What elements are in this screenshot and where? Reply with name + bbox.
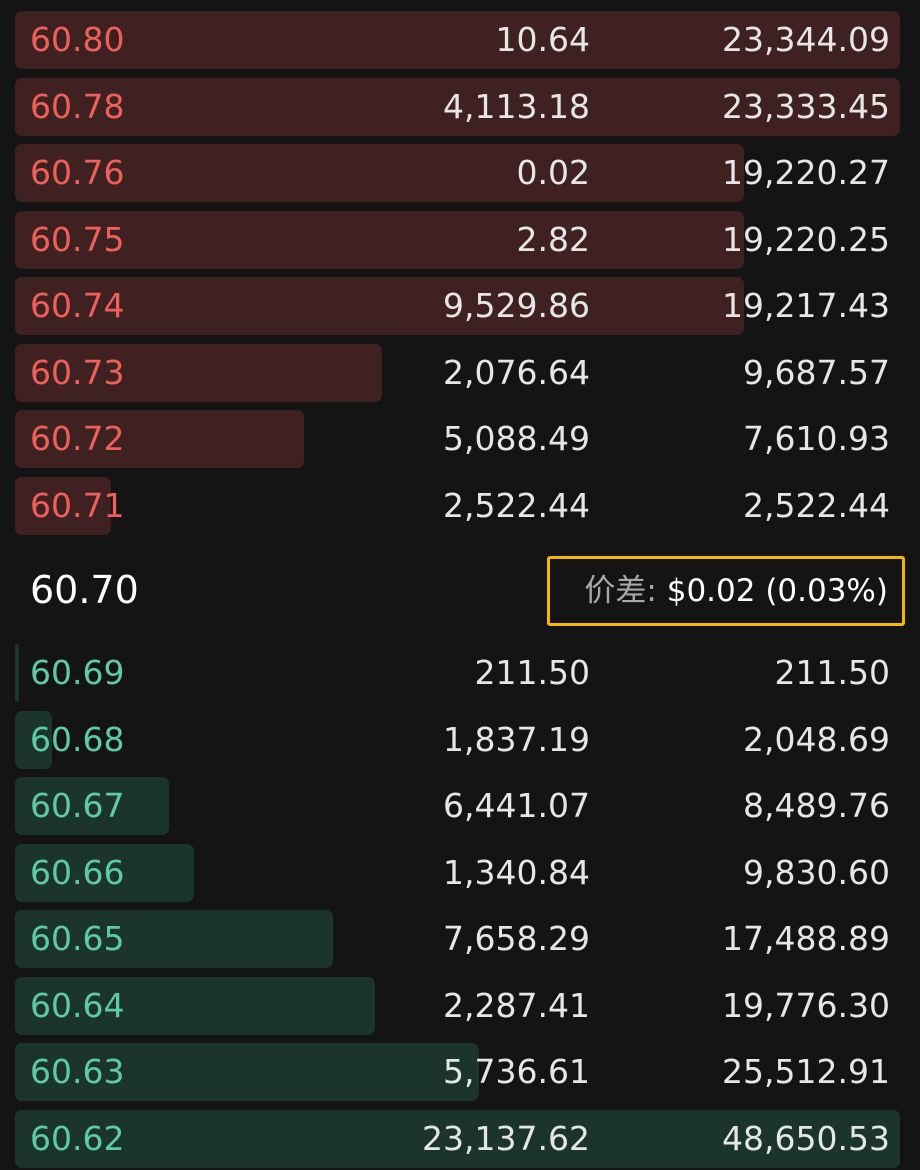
depth-bar: [15, 910, 334, 968]
depth-bar: [15, 210, 744, 269]
price: 60.74: [30, 286, 125, 325]
ask-row: 60.76 0.02 19,220.27: [0, 143, 920, 203]
ask-row: 60.78 4,113.18 23,333.45: [0, 77, 920, 137]
total: 17,488.89: [722, 919, 890, 958]
size: 6,441.07: [443, 786, 590, 825]
total: 7,610.93: [743, 419, 890, 458]
price: 60.68: [30, 719, 125, 759]
bid-row: 60.62 23,137.62 48,650.53: [0, 1109, 920, 1169]
price: 60.67: [30, 786, 125, 825]
size: 5,088.49: [443, 419, 590, 458]
price: 60.80: [30, 20, 125, 59]
total: 19,220.25: [722, 219, 890, 259]
total: 23,344.09: [722, 20, 890, 59]
depth-bar: [15, 410, 304, 468]
bid-row: 60.64 2,287.41 19,776.30: [0, 976, 920, 1036]
ask-row: 60.71 2,522.44 2,522.44: [0, 476, 920, 536]
total: 9,830.60: [743, 852, 890, 892]
total: 2,522.44: [743, 485, 890, 525]
depth-bar: [15, 11, 900, 69]
total: 211.50: [774, 653, 890, 692]
ask-row: 60.73 2,076.64 9,687.57: [0, 343, 920, 403]
depth-bar: [15, 476, 111, 535]
price: 60.63: [30, 1052, 125, 1091]
mid-price: 60.70: [30, 568, 139, 612]
depth-bar: [15, 343, 383, 402]
size: 2.82: [516, 219, 590, 259]
size: 1,837.19: [443, 719, 590, 759]
depth-bar: [15, 644, 19, 702]
size: 4,113.18: [443, 86, 590, 126]
size: 1,340.84: [443, 852, 590, 892]
price: 60.72: [30, 419, 125, 458]
bid-row: 60.69 211.50 211.50: [0, 643, 920, 703]
depth-bar: [15, 777, 170, 835]
size: 2,076.64: [443, 352, 590, 392]
ask-row: 60.75 2.82 19,220.25: [0, 210, 920, 270]
depth-bar: [15, 710, 53, 769]
size: 211.50: [474, 653, 590, 692]
bid-row: 60.68 1,837.19 2,048.69: [0, 710, 920, 770]
price: 60.66: [30, 852, 125, 892]
ask-row: 60.72 5,088.49 7,610.93: [0, 409, 920, 469]
total: 19,217.43: [722, 286, 890, 325]
total: 48,650.53: [722, 1118, 890, 1158]
total: 8,489.76: [743, 786, 890, 825]
price: 60.65: [30, 919, 125, 958]
price: 60.78: [30, 86, 125, 126]
total: 25,512.91: [722, 1052, 890, 1091]
total: 2,048.69: [743, 719, 890, 759]
size: 2,287.41: [443, 985, 590, 1025]
size: 5,736.61: [443, 1052, 590, 1091]
size: 23,137.62: [422, 1118, 590, 1158]
spread-label: 价差:: [584, 573, 657, 609]
depth-bar: [15, 144, 744, 202]
total: 9,687.57: [743, 352, 890, 392]
size: 10.64: [495, 20, 590, 59]
total: 23,333.45: [722, 86, 890, 126]
price: 60.73: [30, 352, 125, 392]
bid-row: 60.65 7,658.29 17,488.89: [0, 909, 920, 969]
size: 0.02: [516, 153, 590, 192]
depth-bar: [15, 1043, 480, 1101]
price: 60.69: [30, 653, 125, 692]
price: 60.71: [30, 485, 125, 525]
depth-bar: [15, 277, 744, 335]
spread-box: 价差: $0.02 (0.03%): [547, 556, 905, 626]
depth-bar: [15, 843, 194, 902]
total: 19,220.27: [722, 153, 890, 192]
ask-row: 60.74 9,529.86 19,217.43: [0, 276, 920, 336]
size: 2,522.44: [443, 485, 590, 525]
price: 60.76: [30, 153, 125, 192]
size: 9,529.86: [443, 286, 590, 325]
depth-bar: [15, 1109, 900, 1168]
spread-value: $0.02 (0.03%): [666, 573, 888, 609]
price: 60.75: [30, 219, 125, 259]
price: 60.62: [30, 1118, 125, 1158]
bid-row: 60.67 6,441.07 8,489.76: [0, 776, 920, 836]
depth-bar: [15, 77, 900, 136]
size: 7,658.29: [443, 919, 590, 958]
bid-row: 60.63 5,736.61 25,512.91: [0, 1042, 920, 1102]
bid-row: 60.66 1,340.84 9,830.60: [0, 843, 920, 903]
price: 60.64: [30, 985, 125, 1025]
depth-bar: [15, 976, 375, 1035]
total: 19,776.30: [722, 985, 890, 1025]
ask-row: 60.80 10.64 23,344.09: [0, 10, 920, 70]
